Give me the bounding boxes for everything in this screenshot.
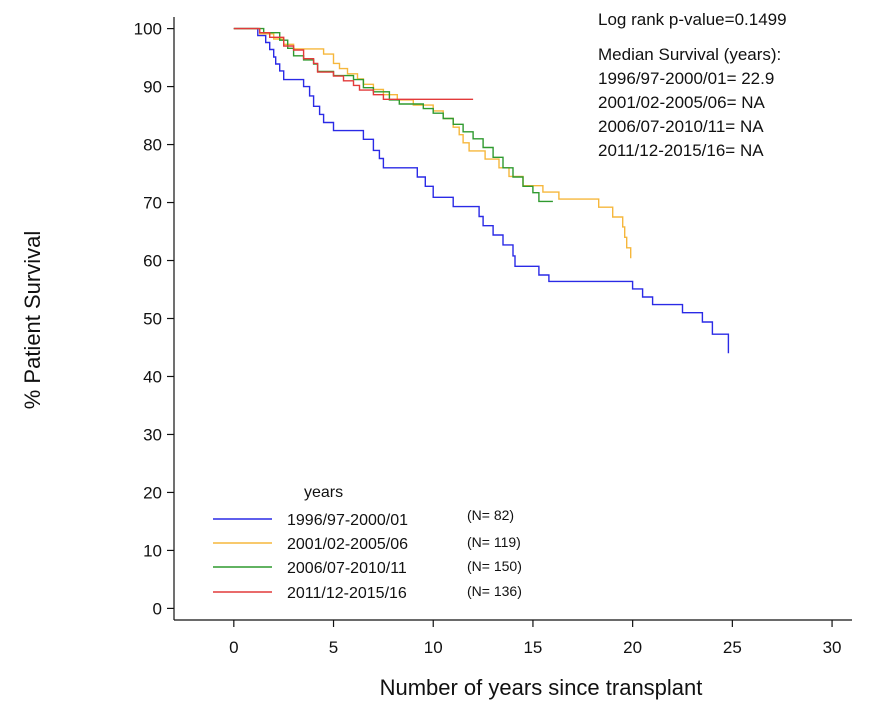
legend-label: 2006/07-2010/11 — [287, 560, 407, 577]
x-tick-label: 0 — [229, 638, 238, 657]
legend-item: 2011/12-2015/16 (N= 136) — [213, 583, 522, 602]
legend-label: 2001/02-2005/06 — [287, 536, 408, 553]
legend-item: 1996/97-2000/01 (N= 82) — [213, 507, 514, 529]
y-tick-label: 70 — [143, 194, 162, 213]
legend: years 1996/97-2000/01 (N= 82) 2001/02-20… — [213, 484, 522, 602]
y-ticks-group: 0 10 20 30 40 50 60 70 80 90 100 — [134, 20, 174, 618]
series-line-3 — [233, 27, 553, 203]
y-tick-label: 10 — [143, 541, 162, 560]
x-tick-label: 10 — [424, 638, 443, 657]
x-ticks-group: 0 5 10 15 20 25 30 — [229, 620, 842, 657]
x-tick-label: 5 — [329, 638, 338, 657]
x-tick-label: 15 — [523, 638, 542, 657]
y-tick-label: 0 — [153, 599, 162, 618]
annotation-median-2: 2001/02-2005/06= NA — [598, 93, 765, 112]
x-tick-label: 20 — [623, 638, 642, 657]
x-tick-label: 30 — [823, 638, 842, 657]
series-line-2 — [233, 27, 632, 259]
legend-n-count: (N= 150) — [467, 558, 522, 574]
legend-item: 2001/02-2005/06 (N= 119) — [213, 534, 521, 553]
legend-n-count: (N= 119) — [467, 534, 521, 550]
y-tick-label: 60 — [143, 252, 162, 271]
x-tick-label: 25 — [723, 638, 742, 657]
legend-title: years — [304, 484, 343, 501]
y-tick-label: 30 — [143, 425, 162, 444]
annotation-median-header: Median Survival (years): — [598, 45, 781, 64]
y-axis-title: % Patient Survival — [20, 231, 45, 410]
x-axis-title: Number of years since transplant — [380, 675, 703, 700]
annotation-log-rank: Log rank p-value=0.1499 — [598, 10, 787, 29]
y-tick-label: 20 — [143, 483, 162, 502]
annotation-median-1: 1996/97-2000/01= 22.9 — [598, 69, 774, 88]
legend-n-count: (N= 136) — [467, 583, 522, 599]
y-tick-label: 90 — [143, 78, 162, 97]
annotation-median-4: 2011/12-2015/16= NA — [598, 141, 764, 160]
y-tick-label: 40 — [143, 367, 162, 386]
legend-label: 1996/97-2000/01 — [287, 512, 408, 529]
legend-n-count: (N= 82) — [467, 507, 514, 523]
series-line-4 — [233, 27, 474, 100]
annotation-median-3: 2006/07-2010/11= NA — [598, 117, 764, 136]
y-tick-label: 80 — [143, 136, 162, 155]
y-tick-label: 100 — [134, 20, 162, 39]
series-line-1 — [233, 27, 730, 354]
legend-item: 2006/07-2010/11 (N= 150) — [213, 558, 522, 577]
series-lines-group — [233, 27, 730, 354]
y-tick-label: 50 — [143, 310, 162, 329]
legend-label: 2011/12-2015/16 — [287, 585, 407, 602]
annotation-block: Log rank p-value=0.1499 Median Survival … — [598, 10, 787, 160]
